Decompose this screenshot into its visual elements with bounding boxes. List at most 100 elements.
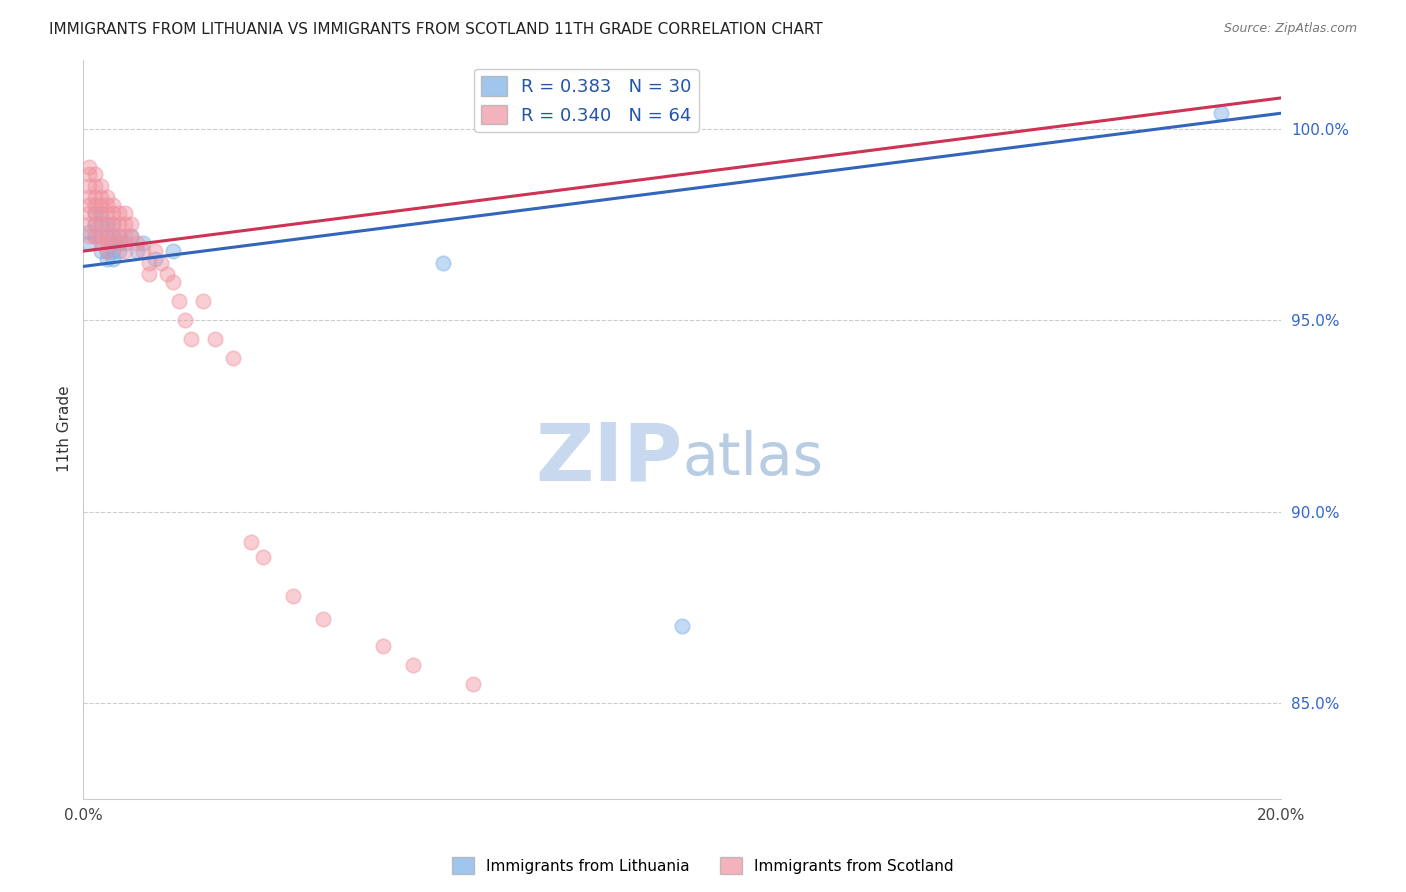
Point [114,236,136,251]
Point [77,190,100,204]
Point [96,244,118,258]
Point [281,589,304,603]
Point [162,275,184,289]
Point [1211,106,1233,120]
Point [108,244,131,258]
Point [77,206,100,220]
Point [103,252,125,266]
Point [77,160,100,174]
Point [103,228,125,243]
Point [138,255,160,269]
Point [90,217,112,231]
Point [96,244,118,258]
Point [96,236,118,251]
Point [103,228,125,243]
Point [90,244,112,258]
Point [167,293,190,308]
Point [222,351,245,366]
Point [84,217,107,231]
Point [162,244,184,258]
Point [108,236,131,251]
Point [84,168,107,182]
Point [108,206,131,220]
Point [108,236,131,251]
Point [108,217,131,231]
Point [90,236,112,251]
Point [114,206,136,220]
Point [108,228,131,243]
Text: ZIP: ZIP [534,420,682,498]
Point [96,198,118,212]
Point [114,217,136,231]
Point [132,236,155,251]
Point [150,255,173,269]
Point [461,677,484,691]
Point [77,217,100,231]
Point [84,217,107,231]
Point [77,225,100,239]
Point [84,190,107,204]
Point [90,198,112,212]
Point [84,206,107,220]
Point [312,612,335,626]
Point [174,313,197,327]
Point [84,206,107,220]
Point [84,228,107,243]
Point [77,236,100,251]
Point [96,217,118,231]
Point [96,228,118,243]
Point [84,198,107,212]
Point [90,228,112,243]
Point [132,244,155,258]
Point [156,267,179,281]
Point [103,198,125,212]
Point [84,179,107,194]
Legend: Immigrants from Lithuania, Immigrants from Scotland: Immigrants from Lithuania, Immigrants fr… [446,851,960,880]
Point [96,217,118,231]
Point [120,217,142,231]
Point [114,228,136,243]
Point [96,206,118,220]
Point [90,217,112,231]
Point [432,255,454,269]
Point [90,190,112,204]
Point [96,228,118,243]
Point [191,293,214,308]
Point [180,332,202,346]
Point [90,228,112,243]
Point [114,244,136,258]
Point [103,206,125,220]
Point [240,535,263,549]
Point [90,206,112,220]
Point [77,168,100,182]
Point [77,179,100,194]
Point [77,198,100,212]
Point [96,252,118,266]
Text: Source: ZipAtlas.com: Source: ZipAtlas.com [1223,22,1357,36]
Point [108,228,131,243]
Point [96,190,118,204]
Legend: R = 0.383   N = 30, R = 0.340   N = 64: R = 0.383 N = 30, R = 0.340 N = 64 [474,69,699,132]
Point [671,619,693,633]
Y-axis label: 11th Grade: 11th Grade [58,386,72,473]
Point [204,332,226,346]
Point [103,217,125,231]
Point [103,244,125,258]
Text: IMMIGRANTS FROM LITHUANIA VS IMMIGRANTS FROM SCOTLAND 11TH GRADE CORRELATION CHA: IMMIGRANTS FROM LITHUANIA VS IMMIGRANTS … [49,22,823,37]
Point [138,267,160,281]
Point [103,236,125,251]
Point [127,236,149,251]
Point [77,228,100,243]
Point [120,228,142,243]
Point [143,252,166,266]
Point [143,244,166,258]
Text: atlas: atlas [682,430,823,487]
Point [127,244,149,258]
Point [120,228,142,243]
Point [371,639,394,653]
Point [103,217,125,231]
Point [252,550,274,565]
Point [90,206,112,220]
Point [84,228,107,243]
Point [402,657,425,672]
